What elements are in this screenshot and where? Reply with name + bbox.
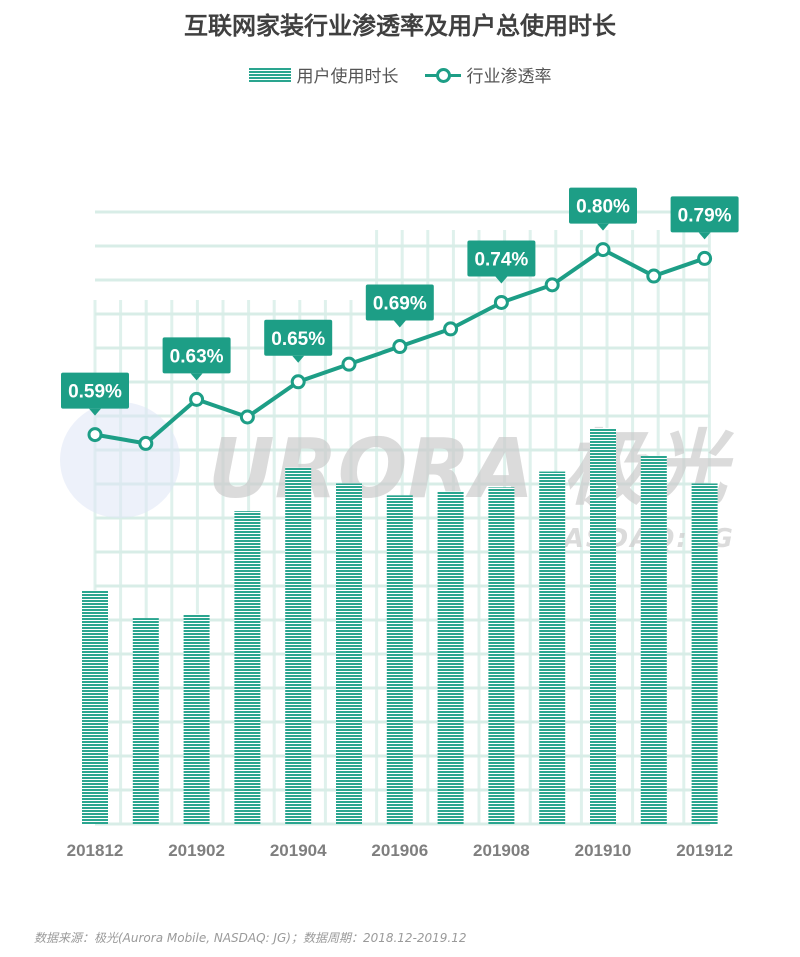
bar-201909 <box>539 471 566 824</box>
legend-bar-swatch <box>248 67 291 82</box>
x-tick-label: 201902 <box>168 841 225 860</box>
chart-title: 互联网家装行业渗透率及用户总使用时长 <box>184 12 616 40</box>
line-point-201907 <box>443 321 459 337</box>
line-point-201909 <box>544 277 560 293</box>
line-point-201903 <box>239 409 255 425</box>
bar-201907 <box>437 491 464 824</box>
line-point-201912 <box>697 250 713 266</box>
data-label: 0.80% <box>576 197 630 218</box>
data-label: 0.69% <box>373 294 427 315</box>
line-point-201911 <box>646 268 662 284</box>
data-label: 0.63% <box>170 346 224 367</box>
legend-item-penetration: 行业渗透率 <box>424 62 552 87</box>
legend-label-usage: 用户使用时长 <box>296 67 399 87</box>
x-tick-label: 201812 <box>67 841 124 860</box>
data-label-pointer <box>292 355 305 363</box>
x-tick-label: 201912 <box>676 841 733 860</box>
data-label: 0.65% <box>271 329 325 350</box>
data-label-pointer <box>495 276 508 284</box>
bar-201812 <box>82 590 108 824</box>
line-point-201910 <box>595 242 611 258</box>
data-label-box <box>365 284 434 321</box>
bar-201908 <box>488 487 515 824</box>
data-label-box <box>264 319 333 356</box>
bar-201904 <box>285 467 312 824</box>
data-label-box <box>467 240 536 277</box>
bar-201906 <box>386 495 413 824</box>
bar-201911 <box>640 455 667 824</box>
legend-line-swatch <box>424 67 461 83</box>
legend-item-usage: 用户使用时长 <box>248 62 399 87</box>
bar-201912 <box>691 483 718 824</box>
data-label: 0.59% <box>68 382 122 403</box>
watermark-logo-shape <box>60 402 180 518</box>
line-point-201902 <box>189 391 205 407</box>
data-label-pointer <box>190 373 203 381</box>
bar-201901 <box>132 618 159 824</box>
bar-201902 <box>183 614 210 824</box>
data-label: 0.74% <box>474 249 528 270</box>
bar-201910 <box>590 428 616 824</box>
line-point-201906 <box>392 339 408 355</box>
line-point-201901 <box>138 435 154 451</box>
bar-201905 <box>336 483 362 824</box>
data-label-pointer <box>698 232 711 240</box>
line-point-201812 <box>87 427 103 443</box>
data-label: 0.79% <box>678 205 732 226</box>
data-label-box <box>162 337 231 374</box>
x-tick-label: 201904 <box>270 841 327 860</box>
data-label-box <box>670 196 739 233</box>
line-point-201908 <box>493 294 509 310</box>
data-label-box <box>569 187 637 224</box>
x-tick-label: 201908 <box>473 841 530 860</box>
legend-label-penetration: 行业渗透率 <box>466 67 552 87</box>
bar-201903 <box>234 511 261 824</box>
legend: 用户使用时长 行业渗透率 <box>0 62 800 87</box>
line-point-201905 <box>341 356 357 372</box>
x-tick-label: 201906 <box>371 841 428 860</box>
data-label-pointer <box>597 223 609 231</box>
data-source-note: 数据来源：极光(Aurora Mobile, NASDAQ: JG)；数据周期：… <box>34 931 467 945</box>
line-point-201904 <box>290 374 306 390</box>
data-label-box <box>61 372 129 409</box>
data-label-pointer <box>393 320 406 328</box>
data-label-pointer <box>89 408 101 416</box>
x-tick-label: 201910 <box>575 841 632 860</box>
